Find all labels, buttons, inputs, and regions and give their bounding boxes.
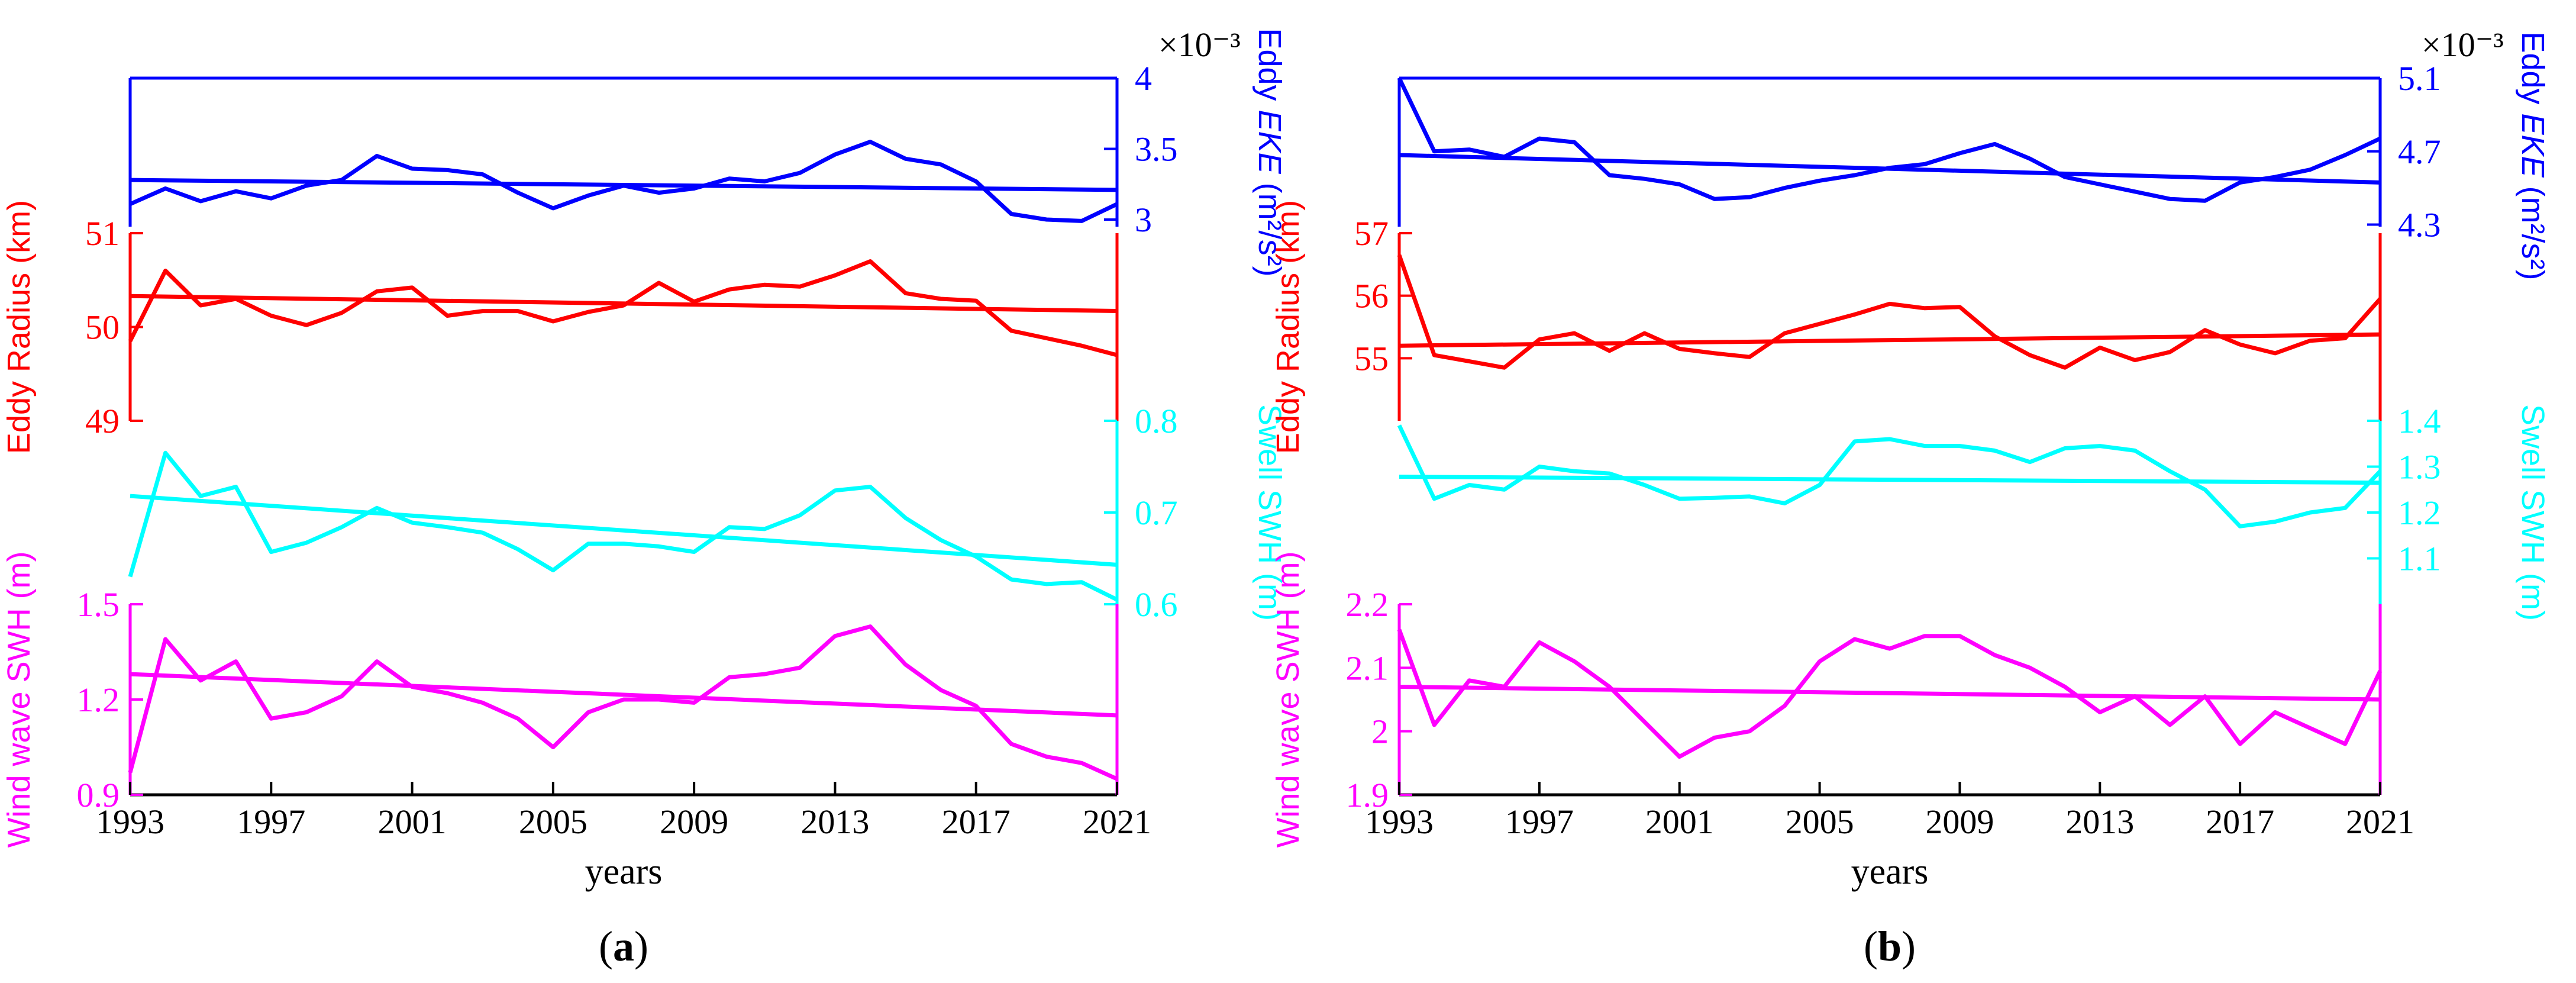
swell-y-tick-label: 1.2 — [2398, 494, 2441, 532]
wind-y-tick-label: 2.2 — [1346, 585, 1389, 624]
eke-label-unit: (m²/s²) — [2515, 178, 2551, 281]
swell-y-tick-label: 0.8 — [1135, 402, 1178, 440]
eke-multiplier: ×10⁻³ — [1158, 25, 1241, 64]
panel-label: (a) — [599, 923, 648, 970]
x-tick-label: 2009 — [1925, 802, 1994, 841]
x-tick-label: 2017 — [942, 802, 1011, 841]
x-tick-label: 1993 — [96, 802, 164, 841]
x-tick-label: 1997 — [1505, 802, 1574, 841]
swell-y-tick-label: 1.4 — [2398, 402, 2441, 440]
radius-trend-line — [1399, 332, 2381, 348]
wind-axis-label: Wind wave SWH (m) — [1270, 551, 1306, 847]
x-tick-label: 2021 — [1083, 802, 1151, 841]
radius-y-tick-label: 50 — [85, 308, 120, 347]
eke-y-tick-label: 4 — [1135, 59, 1152, 98]
wind-y-tick-label: 1.9 — [1346, 776, 1389, 814]
panel-a: 3 3.5 4 Eddy EKE (m²/s²) ×10⁻³ 49 50 51 Eddy Rad… — [1, 25, 1287, 970]
eke-label-unit: (m²/s²) — [1252, 174, 1287, 277]
wind-y-tick-label: 0.9 — [77, 776, 120, 814]
x-tick-label: 2017 — [2206, 802, 2274, 841]
swell-trend-line — [130, 494, 1118, 567]
panel-b: 4.3 4.7 5.1 Eddy EKE (m²/s²) ×10⁻³ 55 56 57 Eddy… — [1270, 25, 2551, 970]
panel-label-close: ) — [1902, 923, 1916, 970]
panel-label-letter: a — [613, 923, 634, 970]
eke-trend-line — [130, 178, 1118, 192]
radius-trend-line — [130, 294, 1118, 314]
panel-label-close: ) — [634, 923, 648, 970]
eke-label-plain: Eddy — [2515, 31, 2551, 113]
wind-series-line — [128, 624, 1118, 781]
swell-y-tick-label: 1.1 — [2398, 540, 2441, 578]
eke-axis-label: Eddy EKE (m²/s²) — [2515, 31, 2551, 280]
swell-axis-label: Swell SWH (m) — [1252, 404, 1287, 621]
wind-series-line — [1397, 629, 2383, 759]
x-axis-label: years — [585, 852, 663, 892]
radius-series-line — [1397, 254, 2382, 370]
x-tick-label: 2009 — [660, 802, 728, 841]
wind-y-tick-label: 2.1 — [1346, 649, 1389, 687]
x-tick-label: 2001 — [1645, 802, 1714, 841]
x-tick-label: 2005 — [519, 802, 587, 841]
radius-y-tick-label: 55 — [1354, 339, 1389, 378]
x-tick-label: 2005 — [1786, 802, 1854, 841]
wind-y-tick-label: 1.2 — [77, 681, 120, 719]
wind-y-tick-label: 2 — [1371, 713, 1389, 751]
eke-label-italic: EKE — [1252, 110, 1287, 175]
eke-axis-label: Eddy EKE (m²/s²) — [1252, 28, 1287, 276]
radius-y-tick-label: 49 — [85, 402, 120, 440]
x-axis-label: years — [1851, 852, 1929, 892]
wind-trend-line — [1399, 685, 2381, 702]
radius-y-tick-label: 56 — [1354, 277, 1389, 315]
wind-y-tick-label: 1.5 — [77, 585, 120, 624]
wind-trend-line — [130, 672, 1118, 718]
eke-y-tick-label: 4.7 — [2398, 133, 2441, 171]
x-tick-label: 1993 — [1365, 802, 1434, 841]
x-tick-label: 2013 — [2065, 802, 2134, 841]
radius-axis-label: Eddy Radius (km) — [1, 200, 37, 454]
eke-y-tick-label: 3.5 — [1135, 130, 1178, 169]
swell-y-tick-label: 0.7 — [1135, 494, 1178, 532]
radius-y-tick-label: 57 — [1354, 214, 1389, 253]
radius-y-tick-label: 51 — [85, 214, 120, 253]
radius-axis-label: Eddy Radius (km) — [1270, 200, 1306, 454]
eke-y-tick-label: 5.1 — [2398, 59, 2441, 98]
panel-label: (b) — [1864, 923, 1916, 970]
swell-series-line — [1397, 424, 2382, 528]
swell-trend-line — [1399, 475, 2381, 485]
x-tick-label: 2001 — [378, 802, 447, 841]
x-tick-label: 2021 — [2346, 802, 2414, 841]
eke-y-tick-label: 3 — [1135, 201, 1152, 239]
eke-y-tick-label: 4.3 — [2398, 206, 2441, 244]
eke-series-line — [1397, 77, 2381, 203]
eke-label-plain: Eddy — [1252, 28, 1287, 109]
x-tick-label: 2013 — [800, 802, 869, 841]
wind-axis-label: Wind wave SWH (m) — [1, 551, 37, 847]
eke-label-italic: EKE — [2515, 114, 2551, 178]
eke-multiplier: ×10⁻³ — [2422, 25, 2504, 64]
panel-label-letter: b — [1878, 923, 1902, 970]
eke-trend-line — [1399, 153, 2381, 185]
swell-y-tick-label: 1.3 — [2398, 448, 2441, 486]
swell-y-tick-label: 0.6 — [1135, 585, 1178, 624]
x-tick-label: 1997 — [237, 802, 305, 841]
swell-series-line — [128, 450, 1118, 602]
swell-axis-label: Swell SWH (m) — [2515, 404, 2551, 621]
panel-label-open: ( — [1864, 923, 1878, 970]
panel-label-open: ( — [599, 923, 613, 970]
